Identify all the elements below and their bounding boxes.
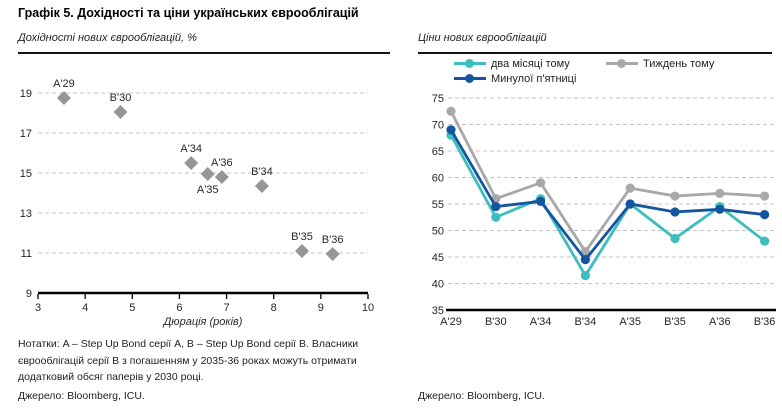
x-category-label: B'35 xyxy=(664,316,686,328)
legend-item-two-months-ago: два місяці тому xyxy=(454,56,606,71)
series-point xyxy=(670,207,680,217)
y-tick-label: 17 xyxy=(20,128,32,140)
prices-chart-legend: два місяці тому Тиждень тому Минулої п'я… xyxy=(454,56,772,86)
scatter-point-label: B'30 xyxy=(110,92,132,104)
legend-label: два місяці тому xyxy=(491,57,570,70)
scatter-point xyxy=(200,167,215,181)
series-point xyxy=(491,202,501,212)
left-header-rule xyxy=(18,52,390,54)
series-point xyxy=(715,188,725,198)
right-header-rule xyxy=(418,52,772,54)
x-tick-label: 3 xyxy=(35,302,41,314)
series-point xyxy=(760,191,770,201)
x-tick-label: 9 xyxy=(318,302,324,314)
series-point xyxy=(580,270,590,281)
scatter-point xyxy=(56,91,71,105)
x-tick-label: 7 xyxy=(224,302,230,314)
series-point xyxy=(670,191,680,201)
series-point xyxy=(580,247,590,257)
series-point xyxy=(536,196,546,206)
legend-swatch-line-dot-icon xyxy=(454,74,486,83)
legend-label: Минулої п'ятниці xyxy=(491,72,577,85)
right-chart-subtitle: Ціни нових єврооблігацій xyxy=(418,32,547,44)
x-category-label: B'34 xyxy=(575,316,597,328)
x-tick-label: 8 xyxy=(271,302,277,314)
scatter-point-label: B'34 xyxy=(251,166,273,178)
x-category-label: B'36 xyxy=(754,316,776,328)
legend-item-week-ago: Тиждень тому xyxy=(606,56,772,71)
scatter-point xyxy=(214,170,229,184)
scatter-point-label: B'36 xyxy=(322,234,344,246)
scatter-point-label: B'35 xyxy=(291,231,313,243)
series-point xyxy=(446,106,456,116)
left-chart-subtitle: Дохідності нових єврооблігацій, % xyxy=(18,32,197,44)
y-tick-label: 50 xyxy=(432,226,444,238)
y-tick-label: 9 xyxy=(26,288,32,300)
series-point xyxy=(491,212,501,222)
page-title: Графік 5. Дохідності та ціни українських… xyxy=(18,6,359,20)
series-point xyxy=(536,178,546,188)
legend-item-last-friday: Минулої п'ятниці xyxy=(454,71,606,86)
x-tick-label: 6 xyxy=(176,302,182,314)
x-category-label: A'29 xyxy=(440,316,462,328)
x-tick-label: 10 xyxy=(362,302,374,314)
scatter-point-label: A'35 xyxy=(197,184,219,196)
scatter-point-label: A'36 xyxy=(211,157,233,169)
x-axis-title: Дюрація (років) xyxy=(162,316,243,328)
series-line xyxy=(449,134,766,279)
series-point xyxy=(670,233,680,244)
x-tick-label: 4 xyxy=(82,302,88,314)
scatter-point xyxy=(254,179,269,193)
scatter-point xyxy=(184,156,199,170)
y-tick-label: 35 xyxy=(432,305,444,317)
scatter-point-label: A'29 xyxy=(53,78,75,90)
y-tick-label: 45 xyxy=(432,252,444,264)
yields-scatter-chart-container: 9 11 13 15 17 19 3 4 5 6 7 8 9 10 Дюрація (років) A'29 B… xyxy=(18,56,390,335)
x-category-label: A'36 xyxy=(709,316,731,328)
y-tick-label: 19 xyxy=(20,88,32,100)
x-category-label: A'34 xyxy=(530,316,552,328)
y-tick-label: 15 xyxy=(20,168,32,180)
x-category-label: B'30 xyxy=(485,316,507,328)
yields-scatter-chart: 9 11 13 15 17 19 3 4 5 6 7 8 9 10 Дюрація (років) A'29 B… xyxy=(20,78,374,328)
prices-line-chart-container: 35 40 45 50 55 60 65 70 75 A'29 B'30 A'34 B'34 A'35 B'… xyxy=(418,88,782,341)
scatter-point xyxy=(325,247,340,261)
series-point xyxy=(715,204,725,214)
scatter-point xyxy=(113,105,128,119)
left-chart-notes: Нотатки: A – Step Up Bond серії A, B – S… xyxy=(18,338,359,384)
left-chart-source: Джерело: Bloomberg, ICU. xyxy=(18,390,145,402)
y-tick-label: 11 xyxy=(21,248,32,260)
series-line xyxy=(449,110,765,255)
y-tick-label: 60 xyxy=(432,173,444,185)
series-point xyxy=(446,125,456,135)
right-chart-source: Джерело: Bloomberg, ICU. xyxy=(418,390,545,402)
series-line xyxy=(449,129,765,262)
scatter-point-label: A'34 xyxy=(180,143,202,155)
legend-swatch-line-dot-icon xyxy=(454,59,486,68)
y-tick-label: 55 xyxy=(432,199,444,211)
legend-label: Тиждень тому xyxy=(643,57,715,70)
series-point xyxy=(625,183,635,193)
scatter-point xyxy=(295,244,309,258)
y-tick-label: 40 xyxy=(432,279,444,291)
y-tick-label: 75 xyxy=(432,93,444,105)
y-tick-label: 13 xyxy=(20,208,32,220)
y-tick-label: 65 xyxy=(432,146,444,158)
series-point xyxy=(760,236,770,246)
series-point xyxy=(760,210,770,220)
legend-swatch-line-dot-icon xyxy=(606,59,638,68)
prices-line-chart: 35 40 45 50 55 60 65 70 75 A'29 B'30 A'34 B'34 A'35 B'… xyxy=(432,93,776,328)
y-tick-label: 70 xyxy=(432,120,444,132)
series-point xyxy=(625,199,635,209)
series-point xyxy=(580,255,590,265)
x-tick-label: 5 xyxy=(129,302,135,314)
x-category-label: A'35 xyxy=(619,316,641,328)
